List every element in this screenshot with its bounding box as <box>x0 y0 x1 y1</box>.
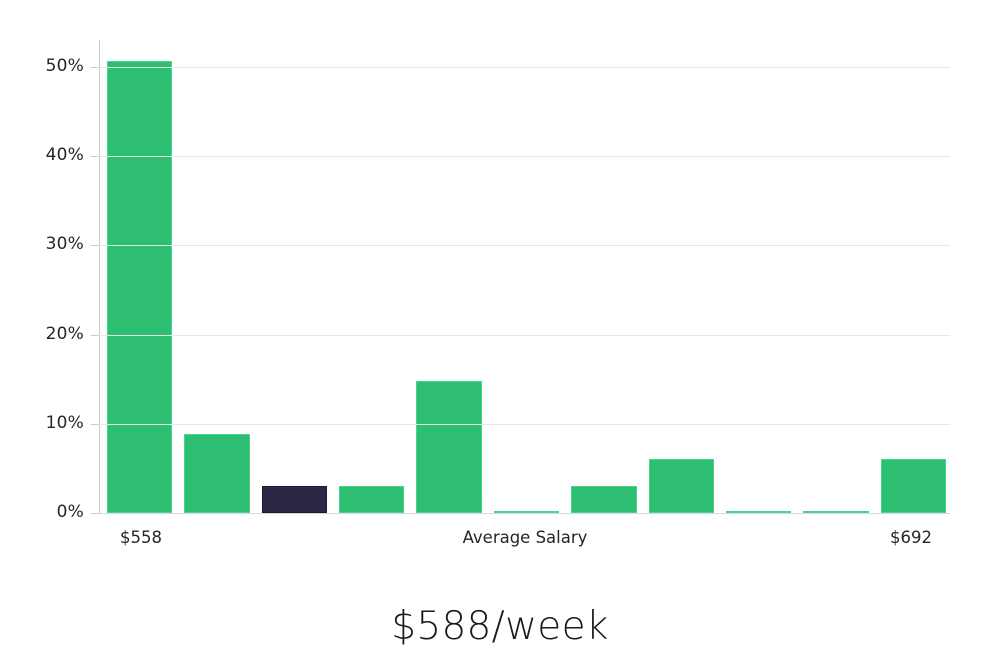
bar <box>803 511 869 513</box>
y-axis-tick <box>91 66 99 68</box>
bar <box>261 486 328 513</box>
chart-caption: $588/week <box>391 604 609 649</box>
y-axis-tick <box>91 156 99 158</box>
x-tick-label-left: $558 <box>120 528 162 547</box>
y-tick-label: 30% <box>45 234 84 255</box>
y-tick-label: 20% <box>45 323 84 344</box>
y-axis-spine <box>99 40 100 513</box>
bar <box>571 486 637 513</box>
y-axis-tick <box>91 245 99 247</box>
x-tick-label-center: Average Salary <box>462 528 588 547</box>
bar <box>106 61 173 513</box>
bar <box>725 511 792 513</box>
bar <box>416 380 482 513</box>
y-axis-tick <box>91 423 99 425</box>
gridline <box>99 423 950 425</box>
y-tick-label: 0% <box>56 502 84 522</box>
gridline <box>99 245 950 247</box>
bar <box>184 433 250 513</box>
y-axis-tick <box>91 513 99 514</box>
bar <box>493 511 560 513</box>
y-tick-label: 10% <box>45 412 84 433</box>
bar <box>648 459 714 513</box>
gridline <box>99 66 950 68</box>
gridline <box>99 156 950 158</box>
gridline <box>99 334 950 336</box>
bar <box>880 459 946 513</box>
plot-area <box>99 40 950 514</box>
bar <box>339 486 405 513</box>
y-tick-label: 50% <box>45 55 84 76</box>
x-tick-label-right: $692 <box>890 528 932 547</box>
y-tick-label: 40% <box>45 145 84 166</box>
y-axis-tick <box>91 334 99 336</box>
gridline <box>99 513 950 514</box>
